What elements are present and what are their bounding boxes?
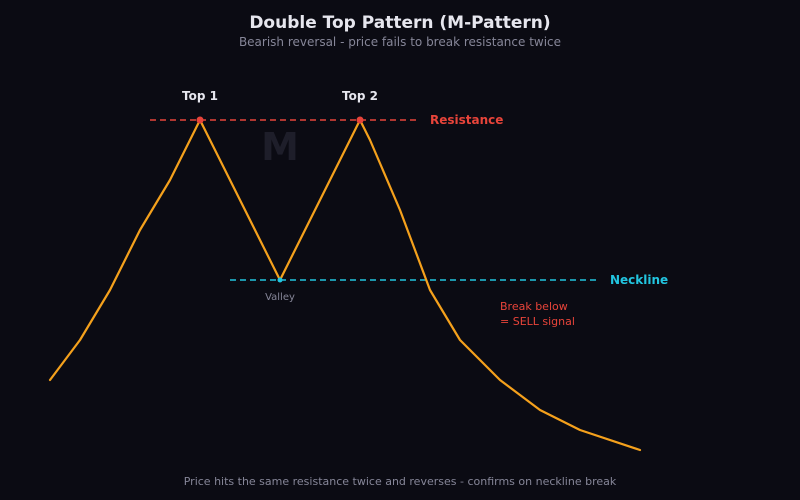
price-line (48, 118, 642, 452)
valley-marker (277, 277, 283, 283)
break-note-line2: = SELL signal (500, 315, 575, 328)
top1-label: Top 1 (182, 89, 218, 103)
resistance-label: Resistance (430, 113, 503, 127)
break-note-line1: Break below (500, 300, 568, 313)
top2-label: Top 2 (342, 89, 378, 103)
valley-label: Valley (265, 292, 295, 303)
footer-caption: Price hits the same resistance twice and… (184, 475, 617, 488)
diagram-title: Double Top Pattern (M-Pattern) (249, 13, 550, 33)
diagram-subtitle: Bearish reversal - price fails to break … (239, 35, 561, 49)
m-watermark: M (261, 125, 299, 169)
top2-marker (356, 116, 364, 124)
top1-marker (196, 116, 204, 124)
neckline-label: Neckline (610, 273, 668, 287)
